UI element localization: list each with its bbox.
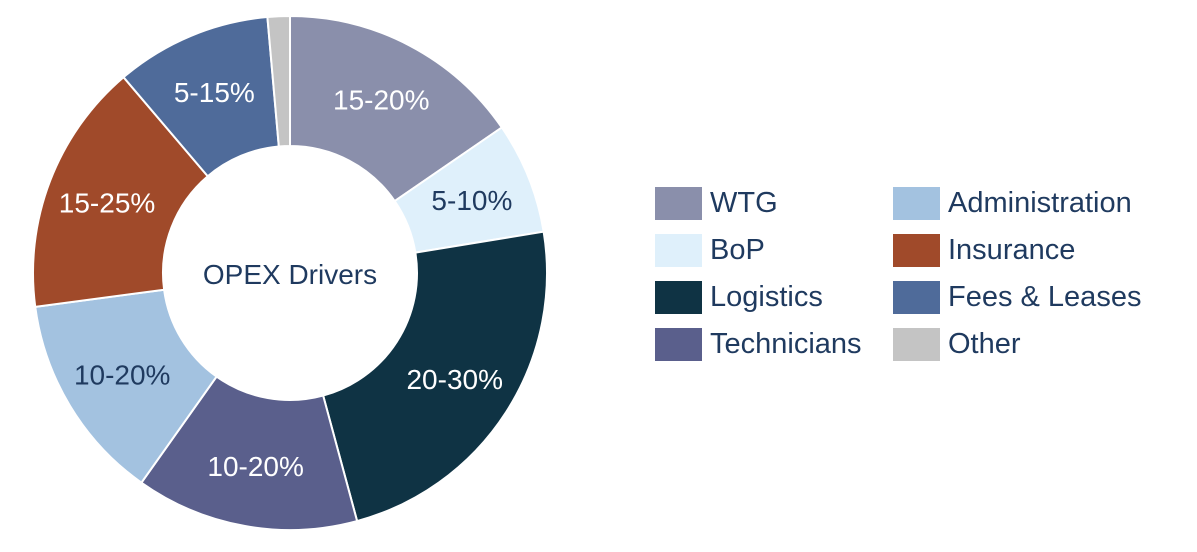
donut-slices bbox=[32, 14, 548, 531]
donut-slice-labels: 15-20% 5-10% 20-30% 10-20% 10-20% 15-25% 5-15% bbox=[59, 77, 513, 482]
slice-label-wtg: 15-20% bbox=[333, 85, 430, 116]
donut-slice-wtg bbox=[289, 14, 504, 203]
donut-slice-other bbox=[266, 14, 291, 148]
legend-item-fees-leases: Fees & Leases bbox=[893, 274, 1163, 321]
legend-swatch bbox=[655, 187, 702, 220]
donut-slice-logistics bbox=[321, 230, 548, 523]
slice-label-logistics: 20-30% bbox=[406, 364, 503, 395]
legend-label: Logistics bbox=[710, 281, 823, 313]
legend-item-other: Other bbox=[893, 321, 1163, 368]
legend-item-bop: BoP bbox=[655, 227, 893, 274]
legend-swatch bbox=[655, 234, 702, 267]
legend-label: BoP bbox=[710, 234, 765, 266]
legend-item-technicians: Technicians bbox=[655, 321, 893, 368]
legend-item-administration: Administration bbox=[893, 180, 1163, 227]
legend-label: Administration bbox=[948, 187, 1132, 219]
legend-label: Fees & Leases bbox=[948, 281, 1142, 313]
legend-swatch bbox=[893, 187, 940, 220]
slice-label-insurance: 15-25% bbox=[59, 188, 156, 219]
legend-label: WTG bbox=[710, 187, 778, 219]
legend-item-logistics: Logistics bbox=[655, 274, 893, 321]
legend-item-insurance: Insurance bbox=[893, 227, 1163, 274]
slice-label-administration: 10-20% bbox=[74, 359, 171, 390]
slice-label-bop: 5-10% bbox=[431, 185, 512, 216]
legend-swatch bbox=[893, 281, 940, 314]
slice-label-fees-leases: 5-15% bbox=[174, 77, 255, 108]
donut-slice-technicians bbox=[139, 375, 359, 531]
legend-label: Other bbox=[948, 328, 1021, 360]
donut-center-label: OPEX Drivers bbox=[203, 259, 377, 290]
slice-label-technicians: 10-20% bbox=[207, 451, 304, 482]
legend-swatch bbox=[893, 234, 940, 267]
chart-legend: WTG BoP Logistics Technicians Administra… bbox=[655, 180, 1163, 368]
legend-label: Insurance bbox=[948, 234, 1076, 266]
donut-slice-insurance bbox=[32, 75, 210, 308]
legend-item-wtg: WTG bbox=[655, 180, 893, 227]
legend-swatch bbox=[655, 281, 702, 314]
legend-label: Technicians bbox=[710, 328, 862, 360]
legend-swatch bbox=[655, 328, 702, 361]
legend-swatch bbox=[893, 328, 940, 361]
